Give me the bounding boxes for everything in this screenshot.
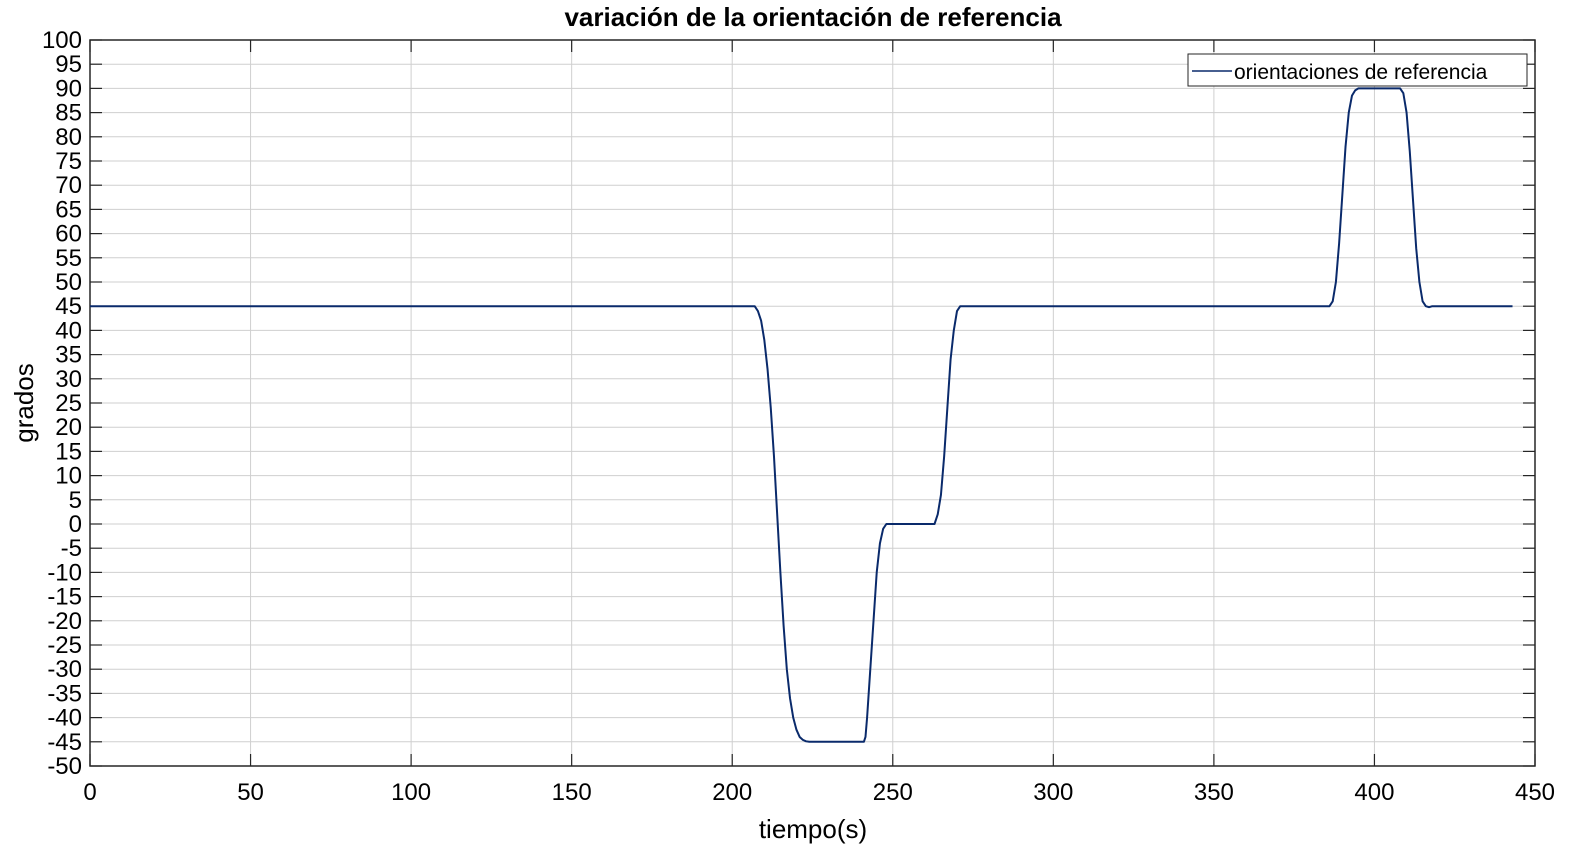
y-tick-label: 100	[42, 27, 82, 54]
y-tick-label: 5	[69, 487, 82, 514]
grid	[89, 39, 1536, 767]
y-tick-label: -20	[47, 608, 82, 635]
y-tick-label: -50	[47, 753, 82, 780]
y-tick-label: 70	[55, 172, 82, 199]
y-tick-label: 60	[55, 221, 82, 248]
x-tick-label: 400	[1354, 779, 1394, 806]
x-tick-label: 450	[1515, 779, 1555, 806]
x-tick-label: 50	[237, 779, 264, 806]
y-tick-label: -10	[47, 559, 82, 586]
x-tick-label: 250	[873, 779, 913, 806]
y-tick-label: -30	[47, 656, 82, 683]
y-tick-label: 85	[55, 100, 82, 127]
y-tick-label: 10	[55, 463, 82, 490]
y-tick-label: 65	[55, 196, 82, 223]
y-tick-label: 75	[55, 148, 82, 175]
y-tick-label: -45	[47, 729, 82, 756]
y-tick-label: 50	[55, 269, 82, 296]
x-tick-label: 150	[552, 779, 592, 806]
x-tick-label: 300	[1033, 779, 1073, 806]
y-tick-label: 30	[55, 366, 82, 393]
y-tick-label: 40	[55, 317, 82, 344]
y-tick-label: 80	[55, 124, 82, 151]
axis-ticks: 0 50 100 150 200 250 300 350 400 450-50-45-40-35-…	[42, 27, 1555, 806]
x-tick-label: 200	[712, 779, 752, 806]
y-tick-label: 20	[55, 414, 82, 441]
y-tick-label: 55	[55, 245, 82, 272]
chart-title: variación de la orientación de referenci…	[564, 2, 1062, 32]
y-tick-label: -40	[47, 705, 82, 732]
legend: orientaciones de referencia	[1187, 53, 1528, 87]
y-tick-label: -35	[47, 680, 82, 707]
legend-box	[1187, 53, 1528, 87]
y-tick-label: 15	[55, 438, 82, 465]
y-tick-label: 95	[55, 51, 82, 78]
x-axis-title: tiempo(s)	[759, 814, 867, 844]
y-axis-title: grados	[9, 363, 39, 443]
y-tick-label: 90	[55, 75, 82, 102]
series-line	[90, 87, 1513, 743]
y-tick-label: 45	[55, 293, 82, 320]
x-tick-label: 350	[1194, 779, 1234, 806]
y-tick-label: -5	[61, 535, 82, 562]
y-tick-label: 25	[55, 390, 82, 417]
series-layer	[90, 87, 1513, 743]
y-tick-label: -15	[47, 584, 82, 611]
y-tick-label: 0	[69, 511, 82, 538]
y-tick-label: -25	[47, 632, 82, 659]
y-tick-label: 35	[55, 342, 82, 369]
legend-label: orientaciones de referencia	[1234, 61, 1488, 84]
x-tick-label: 100	[391, 779, 431, 806]
x-tick-label: 0	[83, 779, 96, 806]
